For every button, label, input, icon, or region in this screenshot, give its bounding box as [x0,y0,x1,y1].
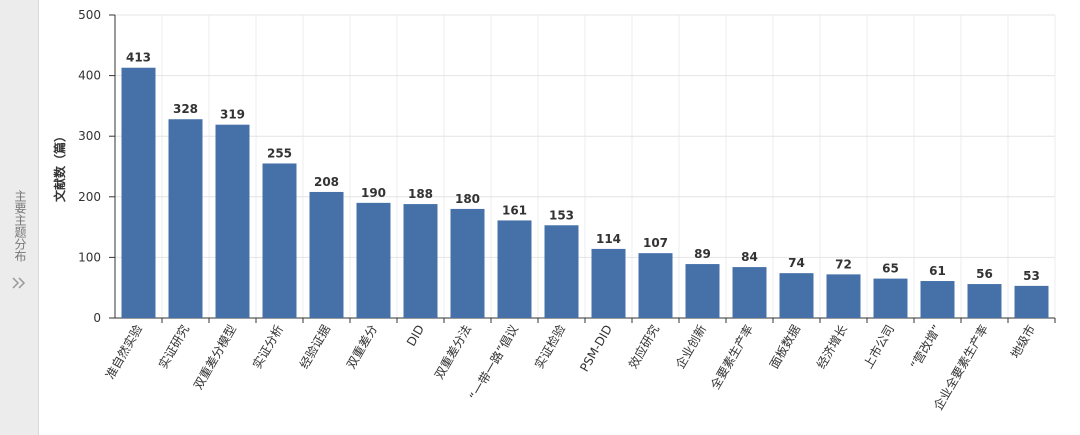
data-label: 153 [549,208,574,222]
data-label: 53 [1023,269,1040,283]
data-label: 61 [929,264,946,278]
data-label: 89 [694,247,711,261]
x-tick-label: 经济增长 [813,322,850,371]
x-tick-label: 上市公司 [860,322,897,371]
bar [779,273,814,318]
y-tick-label: 0 [93,311,101,325]
side-panel-label: 主要主题分布 [13,190,27,262]
bar [544,225,579,318]
data-label: 208 [314,175,339,189]
y-tick-label: 200 [78,190,101,204]
x-tick-label: DID [404,323,427,349]
data-label: 319 [220,108,245,122]
x-tick-label: 实证分析 [249,322,286,371]
data-label: 161 [502,203,527,217]
bar [826,274,861,318]
x-tick-label: 经验证据 [296,322,333,371]
data-label: 65 [882,262,899,276]
x-tick-label: 双重差分 [344,323,380,372]
data-label: 56 [976,267,993,281]
x-tick-label: “一带一路”倡议 [466,322,521,403]
bar [121,67,156,318]
side-panel[interactable]: 主要主题分布 [0,0,39,435]
bar [309,191,344,318]
x-tick-label: 双重差分模型 [191,323,239,392]
data-label: 180 [455,192,480,206]
data-label: 413 [126,51,151,65]
bar [873,278,908,318]
x-tick-label: 地级市 [1007,322,1038,361]
bar [920,281,955,318]
bar [1014,285,1049,318]
bar [356,202,391,318]
bar [638,253,673,318]
bar [685,264,720,318]
data-label: 84 [741,250,758,264]
chart: 文献数（篇） 0 100 200 300 400 500 准自然实验 413 实证研究 328 双重… [52,8,1056,413]
bar [591,248,626,318]
x-tick-label: 双重差分法 [432,323,474,382]
expand-icon[interactable] [12,277,26,289]
bar [168,119,203,319]
x-tick-label: 准自然实验 [102,322,145,381]
x-tick-label: 企业创新 [672,322,709,371]
x-tick-label: “营改增” [908,323,944,372]
bar [497,220,532,318]
x-tick-label: PSM-DID [577,323,615,375]
data-label: 255 [267,146,292,160]
x-tick-label: 实证研究 [155,322,192,371]
bar [967,284,1002,318]
y-axis-label: 文献数（篇） [52,130,67,202]
data-label: 188 [408,187,433,201]
y-tick-label: 300 [78,129,101,143]
data-label: 107 [643,236,668,250]
data-label: 190 [361,186,386,200]
bar [403,204,438,318]
bar [732,267,767,318]
bar [215,124,250,318]
data-label: 74 [788,256,805,270]
data-label: 328 [173,102,198,116]
data-label: 72 [835,257,852,271]
bar [450,208,485,318]
y-tick-label: 400 [78,69,101,83]
data-label: 114 [596,232,621,246]
y-tick-label: 100 [78,250,101,264]
x-tick-label: 面板数据 [766,322,803,371]
bar [262,163,297,318]
x-tick-label: 效应研究 [625,322,662,371]
x-tick-label: 实证检验 [531,322,568,371]
y-tick-label: 500 [78,8,101,22]
x-tick-label: 全要素生产率 [707,322,756,392]
